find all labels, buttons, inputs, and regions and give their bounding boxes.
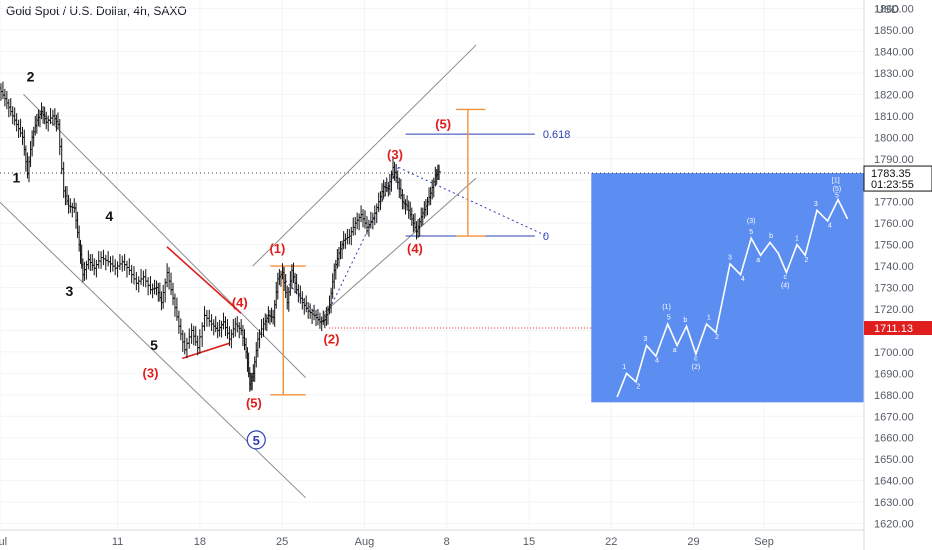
- wave-label: (4): [232, 295, 248, 310]
- projection-wave-label: 2: [804, 257, 808, 264]
- projection-wave-label: a: [673, 347, 677, 354]
- last-price-value: 1783.35: [871, 168, 911, 180]
- y-tick-label: 1760.00: [874, 218, 914, 230]
- last-price-tag: [863, 165, 932, 192]
- projection-wave-label: (2): [692, 364, 701, 371]
- projection-wave-label: c: [783, 274, 787, 281]
- wave-label: 5: [150, 337, 158, 353]
- projection-wave-label: 5: [749, 229, 753, 236]
- projection-wave-label: 4: [655, 358, 659, 365]
- x-tick-label: 8: [444, 536, 450, 548]
- x-tick-label: 11: [112, 536, 123, 548]
- projection-wave-label: 1: [707, 315, 711, 322]
- y-tick-label: 1680.00: [874, 390, 914, 402]
- y-tick-label: 1650.00: [874, 454, 914, 466]
- projection-wave-label: 2: [715, 334, 719, 341]
- y-tick-label: 1820.00: [874, 89, 914, 101]
- projection-box: [591, 173, 864, 403]
- y-tick-label: 1720.00: [874, 304, 914, 316]
- y-tick-label: 1810.00: [874, 111, 914, 123]
- y-tick-label: 1740.00: [874, 261, 914, 273]
- y-tick-label: 1850.00: [874, 25, 914, 37]
- y-tick-label: 1750.00: [874, 240, 914, 252]
- projection-wave-label: 4: [741, 276, 745, 283]
- y-tick-label: 1730.00: [874, 283, 914, 295]
- y-tick-label: 1660.00: [874, 433, 914, 445]
- wave-label: (5): [435, 117, 451, 132]
- projection-wave-label: 5: [835, 192, 839, 199]
- last-price-countdown: 01:23:55: [871, 179, 914, 191]
- trend-channel-line: [23, 94, 306, 379]
- projection-wave-label: (4): [781, 283, 790, 290]
- projection-wave-label: 4: [828, 222, 832, 229]
- wave-label: (4): [407, 241, 423, 256]
- circled-wave-label: 5: [253, 433, 260, 448]
- currency-label: USD: [876, 4, 899, 16]
- y-tick-label: 1860.00: [874, 4, 914, 16]
- dotted-projection-line: [398, 166, 547, 237]
- y-tick-label: 1840.00: [874, 46, 914, 58]
- y-tick-label: 1690.00: [874, 368, 914, 380]
- price-axis-bg: [864, 0, 932, 550]
- projection-wave-label: c: [694, 355, 698, 362]
- projection-wave-label: 3: [643, 336, 647, 343]
- marked-level-value: 1711.13: [874, 323, 913, 335]
- wave-label: 3: [65, 283, 73, 299]
- projection-wave-label: b: [769, 233, 773, 240]
- projection-wave-label: (3): [747, 218, 756, 225]
- chart-title: Gold Spot / U.S. Dollar, 4h, SAXO: [6, 4, 187, 18]
- wave-label: (3): [387, 147, 403, 162]
- triangle-line: [181, 342, 230, 360]
- fib-level-label: 0: [543, 231, 549, 243]
- dotted-projection-line: [322, 167, 399, 323]
- projection-wave-label: 1: [795, 235, 799, 242]
- x-tick-label: Sep: [754, 536, 774, 548]
- triangle-line: [166, 246, 242, 314]
- time-axis[interactable]: Jul 11 18 25 Aug 8 15 22 29 Sep: [0, 529, 864, 548]
- y-tick-label: 1620.00: [874, 519, 914, 531]
- projection-wave-label: [1]: [832, 177, 840, 184]
- trend-channel-line: [322, 177, 477, 314]
- x-tick-label: Aug: [355, 536, 375, 548]
- y-tick-label: 1790.00: [874, 154, 914, 166]
- x-tick-label: Jul: [0, 536, 7, 548]
- projection-wave-label: b: [683, 317, 687, 324]
- y-tick-label: 1640.00: [874, 476, 914, 488]
- wave-label: (1): [269, 241, 285, 256]
- y-tick-label: 1770.00: [874, 197, 914, 209]
- y-tick-label: 1630.00: [874, 497, 914, 509]
- projection-path: [616, 197, 849, 398]
- wave-label: 4: [105, 208, 113, 224]
- x-tick-label: 29: [687, 536, 699, 548]
- projection-wave-label: 3: [728, 255, 732, 262]
- wave-label: 2: [27, 69, 35, 85]
- x-tick-label: 22: [605, 536, 617, 548]
- wave-label: (2): [324, 331, 340, 346]
- projection-wave-label: (1): [662, 304, 671, 311]
- y-tick-label: 1830.00: [874, 68, 914, 80]
- y-tick-label: 1670.00: [874, 411, 914, 423]
- circled-wave-marker: [246, 430, 266, 450]
- y-tick-label: 1800.00: [874, 132, 914, 144]
- fib-level-label: 0.618: [543, 129, 571, 141]
- y-tick-label: 1700.00: [874, 347, 914, 359]
- projection-wave-label: (5): [833, 186, 842, 193]
- projection-wave-label: 5: [667, 315, 671, 322]
- x-tick-label: 18: [194, 536, 206, 548]
- projection-wave-label: 2: [636, 383, 640, 390]
- x-tick-label: 15: [523, 536, 535, 548]
- wave-label: (3): [143, 366, 159, 381]
- projection-wave-label: a: [756, 257, 760, 264]
- wave-label: 1: [13, 169, 21, 185]
- marked-level-tag: [864, 321, 932, 336]
- projection-wave-label: 3: [814, 201, 818, 208]
- projection-wave-label: 1: [622, 364, 626, 371]
- trend-channel-line: [252, 44, 477, 267]
- wave-label: (5): [246, 396, 262, 411]
- chart-annotations: 0.618021435(3)(4)(5)(1)(2)(3)(4)(5)51234…: [0, 44, 864, 499]
- x-tick-label: 25: [276, 536, 288, 548]
